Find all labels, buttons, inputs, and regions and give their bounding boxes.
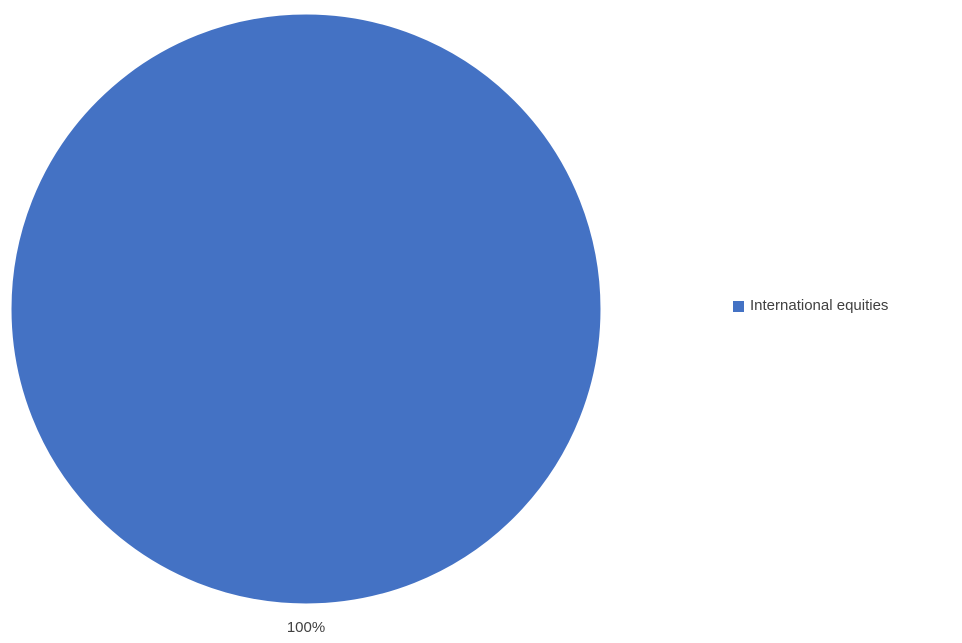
legend-swatch-international-equities (733, 300, 744, 312)
chart-legend: International equities (733, 297, 888, 315)
pie-slice-label-0: 100% (287, 619, 325, 636)
legend-label-international-equities: International equities (750, 297, 889, 314)
pie-slice-0 (10, 13, 602, 605)
